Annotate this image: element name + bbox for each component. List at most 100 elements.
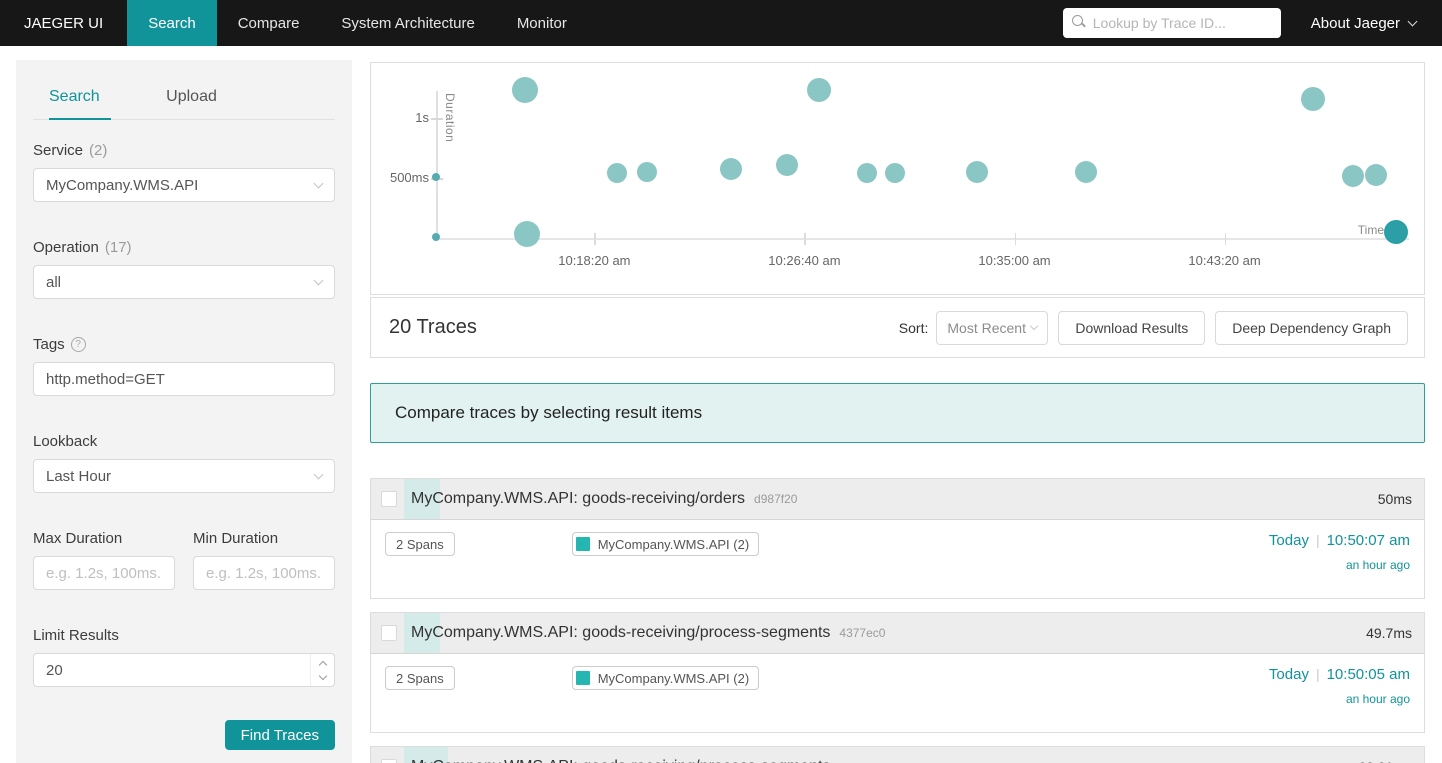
operation-select-value: all bbox=[46, 273, 62, 291]
span-count-chip[interactable]: 2 Spans bbox=[385, 666, 455, 690]
compare-banner: Compare traces by selecting result items bbox=[370, 383, 1425, 443]
service-tag-label: MyCompany.WMS.API (2) bbox=[597, 670, 750, 686]
x-tick-label: 10:35:00 am bbox=[978, 253, 1051, 268]
limit-results-group: Limit Results bbox=[33, 627, 335, 687]
trace-checkbox[interactable] bbox=[381, 625, 397, 641]
time-separator: | bbox=[1315, 532, 1320, 548]
trace-chips: 2 Spans MyCompany.WMS.API (2) bbox=[385, 532, 1412, 556]
nav-right-group: About Jaeger bbox=[1062, 0, 1442, 46]
main-content: Duration Time 1s 500ms 10:18:20 am 10:26:40… bbox=[370, 62, 1425, 763]
scatter-point[interactable] bbox=[1300, 87, 1325, 112]
tags-group: Tags ? bbox=[33, 336, 335, 396]
service-label-text: Service bbox=[33, 142, 84, 159]
trace-time[interactable]: 10:50:05 am bbox=[1326, 666, 1410, 683]
scatter-point[interactable] bbox=[432, 173, 440, 182]
trace-checkbox[interactable] bbox=[381, 759, 397, 763]
scatter-point[interactable] bbox=[965, 161, 988, 183]
span-count-chip[interactable]: 2 Spans bbox=[385, 532, 455, 556]
chevron-down-icon bbox=[313, 275, 324, 285]
min-duration-label-text: Min Duration bbox=[193, 530, 279, 547]
operation-select[interactable]: all bbox=[33, 265, 335, 299]
service-color-swatch bbox=[575, 537, 590, 551]
results-controls: Sort: Most Recent Download Results Deep … bbox=[899, 310, 1408, 345]
find-traces-button[interactable]: Find Traces bbox=[224, 720, 335, 750]
scatter-point[interactable] bbox=[1364, 164, 1387, 186]
scatter-point[interactable] bbox=[719, 157, 742, 180]
nav-tab-system-architecture[interactable]: System Architecture bbox=[341, 14, 475, 32]
scatter-point[interactable] bbox=[857, 163, 878, 184]
limit-results-input[interactable] bbox=[33, 653, 335, 687]
search-icon bbox=[1071, 15, 1083, 26]
nav-tab-compare[interactable]: Compare bbox=[237, 14, 300, 32]
duration-filters: Max Duration Min Duration bbox=[33, 530, 335, 590]
scatter-point[interactable] bbox=[775, 154, 798, 177]
results-header: 20 Traces Sort: Most Recent Download Res… bbox=[370, 297, 1425, 358]
trace-date[interactable]: Today bbox=[1268, 532, 1309, 549]
active-tab-indicator bbox=[49, 118, 111, 120]
max-duration-input[interactable] bbox=[33, 556, 175, 590]
trace-title: MyCompany.WMS.API: goods-receiving/proce… bbox=[411, 758, 830, 763]
trace-row-header[interactable]: MyCompany.WMS.API: goods-receiving/order… bbox=[371, 479, 1424, 520]
service-tag-label: MyCompany.WMS.API (2) bbox=[597, 536, 750, 552]
tab-search[interactable]: Search bbox=[49, 88, 100, 105]
help-icon[interactable]: ? bbox=[70, 337, 86, 352]
operation-label: Operation (17) bbox=[33, 239, 335, 256]
quantity-stepper[interactable] bbox=[310, 654, 334, 686]
operation-group: Operation (17) all bbox=[33, 239, 335, 299]
trace-row-body: 2 Spans MyCompany.WMS.API (2) Today | 10:5… bbox=[371, 520, 1424, 598]
download-results-button[interactable]: Download Results bbox=[1058, 310, 1206, 345]
deep-dependency-graph-button[interactable]: Deep Dependency Graph bbox=[1215, 310, 1408, 345]
tags-input[interactable] bbox=[33, 362, 335, 396]
x-tick-label: 10:18:20 am bbox=[558, 253, 631, 268]
trace-checkbox[interactable] bbox=[381, 491, 397, 507]
lookback-label-text: Lookback bbox=[33, 433, 98, 450]
find-traces-row: Find Traces bbox=[33, 720, 335, 750]
scatter-point[interactable] bbox=[636, 161, 657, 182]
service-tag-chip[interactable]: MyCompany.WMS.API (2) bbox=[571, 532, 760, 556]
trace-time[interactable]: 10:50:07 am bbox=[1326, 532, 1410, 549]
operation-count: (17) bbox=[104, 239, 132, 256]
trace-date[interactable]: Today bbox=[1268, 666, 1309, 683]
time-separator: | bbox=[1315, 666, 1320, 682]
scatter-point[interactable] bbox=[514, 220, 541, 247]
min-duration-input[interactable] bbox=[193, 556, 335, 590]
service-tag-chip[interactable]: MyCompany.WMS.API (2) bbox=[571, 666, 760, 690]
x-tick-mark bbox=[594, 233, 596, 245]
nav-tab-search[interactable]: Search bbox=[127, 0, 217, 46]
trace-lookup-input[interactable] bbox=[1062, 8, 1281, 38]
tab-upload[interactable]: Upload bbox=[166, 88, 217, 105]
scatter-point[interactable] bbox=[1341, 164, 1364, 187]
app-brand[interactable]: JAEGER UI bbox=[24, 14, 104, 32]
scatter-point[interactable] bbox=[1383, 220, 1408, 244]
chevron-down-icon bbox=[1407, 16, 1418, 26]
scatter-point[interactable] bbox=[607, 162, 628, 183]
trace-row: MyCompany.WMS.API: goods-receiving/proce… bbox=[370, 746, 1425, 763]
about-jaeger-menu[interactable]: About Jaeger bbox=[1310, 14, 1418, 32]
trace-duration: 50ms bbox=[1377, 491, 1412, 507]
max-duration-label-text: Max Duration bbox=[33, 530, 123, 547]
trace-row: MyCompany.WMS.API: goods-receiving/order… bbox=[370, 478, 1425, 599]
sort-select[interactable]: Most Recent bbox=[936, 310, 1049, 345]
trace-relative-time: an hour ago bbox=[1345, 692, 1410, 706]
scatter-point[interactable] bbox=[512, 77, 539, 104]
trace-times: Today | 10:50:05 am an hour ago bbox=[1269, 666, 1410, 706]
trace-row-header[interactable]: MyCompany.WMS.API: goods-receiving/proce… bbox=[371, 747, 1424, 763]
x-tick-mark bbox=[1224, 233, 1227, 245]
x-tick-label: 10:26:40 am bbox=[768, 253, 841, 268]
trace-lookup bbox=[1062, 8, 1281, 38]
trace-row-header[interactable]: MyCompany.WMS.API: goods-receiving/proce… bbox=[371, 613, 1424, 654]
lookback-select-value: Last Hour bbox=[46, 467, 112, 485]
scatter-point[interactable] bbox=[807, 78, 832, 103]
trace-title: MyCompany.WMS.API: goods-receiving/proce… bbox=[411, 624, 831, 641]
lookback-label: Lookback bbox=[33, 433, 335, 450]
lookback-select[interactable]: Last Hour bbox=[33, 459, 335, 493]
nav-tab-monitor[interactable]: Monitor bbox=[516, 14, 567, 32]
trace-times: Today | 10:50:07 am an hour ago bbox=[1269, 532, 1410, 572]
y-axis bbox=[436, 91, 438, 239]
scatter-point[interactable] bbox=[432, 233, 440, 242]
scatter-point[interactable] bbox=[884, 163, 905, 184]
scatter-point[interactable] bbox=[1074, 160, 1097, 183]
about-jaeger-label: About Jaeger bbox=[1310, 14, 1400, 32]
service-select[interactable]: MyCompany.WMS.API bbox=[33, 168, 335, 202]
sidebar-tabs: Search Upload bbox=[33, 88, 335, 120]
